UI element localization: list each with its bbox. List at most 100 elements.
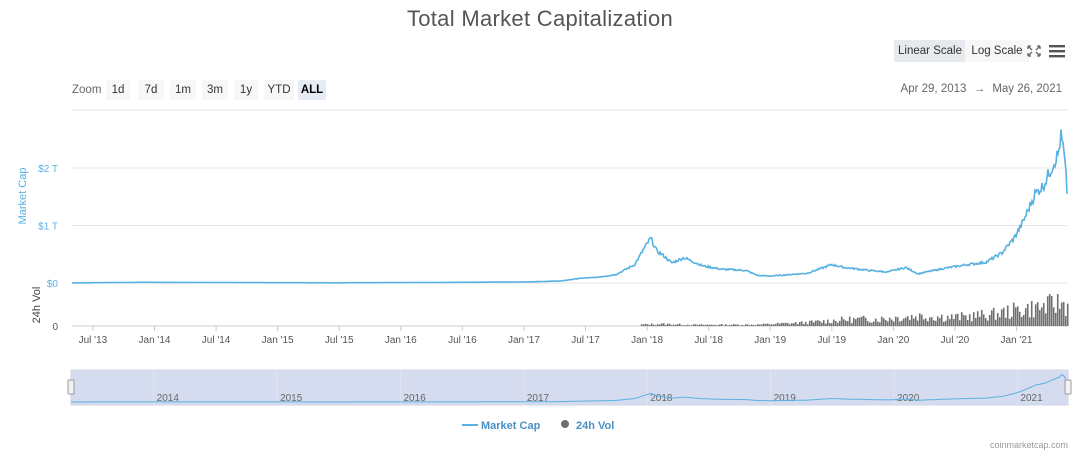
zoom-all-button[interactable]: ALL: [298, 80, 326, 100]
volume-bar: [828, 323, 831, 326]
volume-bar: [868, 322, 871, 326]
volume-bar: [968, 314, 971, 326]
volume-bar: [814, 320, 817, 326]
volume-bar: [876, 321, 879, 326]
volume-bar: [640, 324, 643, 326]
zoom-1m-button[interactable]: 1m: [170, 80, 196, 100]
volume-bar: [808, 320, 811, 326]
volume-bar: [724, 324, 727, 326]
legend-volume-swatch: [561, 420, 569, 428]
y-axis-title-volume: 24h Vol: [31, 287, 43, 324]
volume-bar: [1050, 295, 1053, 326]
volume-bar: [762, 323, 765, 326]
volume-bar: [902, 318, 905, 326]
x-tick-label: Jan '19: [754, 335, 786, 346]
volume-bar: [988, 314, 991, 326]
volume-bar: [798, 322, 801, 326]
menu-icon[interactable]: [1047, 40, 1067, 62]
volume-bar: [970, 321, 973, 326]
volume-bar: [1006, 305, 1009, 326]
y-tick-label: $1 T: [38, 222, 58, 233]
volume-bar: [734, 324, 737, 326]
volume-bar: [1024, 308, 1027, 326]
linear-scale-button[interactable]: Linear Scale: [894, 40, 966, 62]
volume-bar: [750, 324, 753, 326]
zoom-3m-button[interactable]: 3m: [202, 80, 228, 100]
x-tick-label: Jan '14: [139, 335, 171, 346]
volume-bar: [1064, 316, 1067, 326]
volume-bar: [840, 316, 843, 326]
volume-bar: [980, 309, 983, 326]
navigator-handle-right[interactable]: [1064, 379, 1072, 395]
volume-bar: [858, 317, 861, 326]
range-from[interactable]: Apr 29, 2013: [900, 83, 967, 95]
volume-bar: [900, 320, 903, 326]
volume-bar: [820, 322, 823, 326]
volume-bar: [938, 318, 941, 326]
volume-bar: [1056, 294, 1059, 326]
volume-bar: [866, 321, 869, 326]
volume-bar: [806, 324, 809, 326]
volume-bar: [842, 319, 845, 326]
volume-bar: [796, 324, 799, 326]
volume-bar: [688, 325, 691, 326]
log-scale-button[interactable]: Log Scale: [965, 40, 1029, 62]
legend-market-cap[interactable]: Market Cap: [481, 420, 541, 432]
volume-bar: [648, 325, 651, 326]
x-tick-label: Jan '17: [508, 335, 540, 346]
volume-bar: [702, 324, 705, 326]
volume-bar: [916, 320, 919, 326]
volume-bar: [920, 314, 923, 326]
volume-bar: [956, 313, 959, 326]
volume-bar: [872, 321, 875, 326]
range-to[interactable]: May 26, 2021: [992, 83, 1062, 95]
volume-bar: [770, 324, 773, 326]
fullscreen-icon[interactable]: [1024, 40, 1044, 62]
credit-link[interactable]: coinmarketcap.com: [989, 440, 1068, 450]
zoom-7d-button[interactable]: 7d: [138, 80, 164, 100]
volume-bar: [740, 325, 743, 326]
volume-bar: [990, 310, 993, 326]
volume-bar: [936, 316, 939, 326]
zoom-1d-button[interactable]: 1d: [106, 80, 130, 100]
volume-bar: [756, 324, 759, 326]
volume-bar: [958, 320, 961, 326]
volume-bar: [662, 323, 665, 326]
navigator-year-label: 2018: [650, 393, 673, 404]
volume-bar: [716, 325, 719, 326]
volume-bar: [1054, 312, 1057, 326]
volume-bar: [652, 324, 655, 326]
volume-bar: [754, 325, 757, 326]
volume-bar: [1026, 304, 1029, 326]
volume-bar: [1046, 296, 1049, 326]
volume-bar: [678, 323, 681, 326]
volume-bar: [986, 320, 989, 326]
volume-bar: [856, 317, 859, 326]
volume-bar: [870, 322, 873, 326]
legend-volume[interactable]: 24h Vol: [576, 420, 614, 432]
volume-bar: [726, 325, 729, 326]
volume-bar: [710, 324, 713, 326]
navigator-year-label: 2021: [1020, 393, 1043, 404]
volume-bar: [928, 317, 931, 326]
volume-bar: [670, 325, 673, 326]
zoom-1y-button[interactable]: 1y: [234, 80, 258, 100]
navigator-handle-left[interactable]: [67, 379, 75, 395]
volume-bar: [974, 318, 977, 326]
volume-bar: [1066, 303, 1069, 326]
y-axis-title-market-cap: Market Cap: [17, 168, 29, 225]
chart-title: Total Market Capitalization: [406, 6, 674, 31]
volume-bar: [830, 323, 833, 326]
volume-bar: [708, 324, 711, 326]
volume-bar: [794, 322, 797, 326]
volume-bar: [834, 320, 837, 326]
volume-bar: [666, 323, 669, 326]
volume-bar: [846, 321, 849, 326]
volume-bar: [888, 317, 891, 326]
volume-bar: [742, 325, 745, 326]
volume-bar: [918, 313, 921, 326]
zoom-ytd-button[interactable]: YTD: [264, 80, 294, 100]
volume-bar: [680, 325, 683, 326]
y-tick-label: $2 T: [38, 164, 58, 175]
